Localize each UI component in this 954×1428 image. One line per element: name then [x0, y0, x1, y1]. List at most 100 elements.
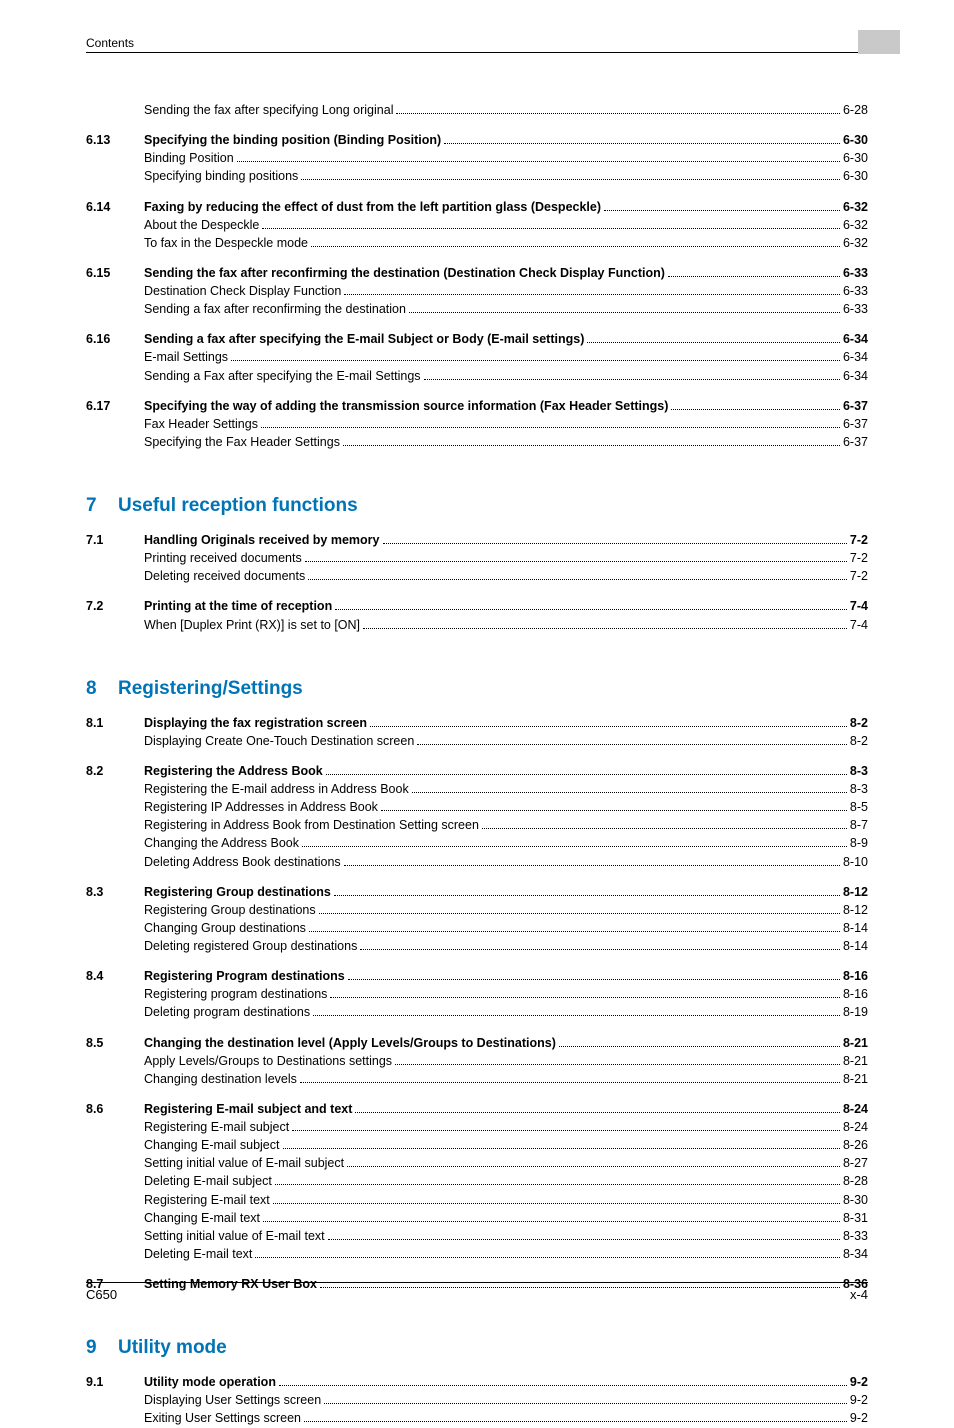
- toc-entry-page: 8-16: [843, 967, 868, 985]
- toc-entry-lvl2: 6.14Faxing by reducing the effect of dus…: [86, 198, 868, 216]
- toc-leader: [559, 1036, 840, 1047]
- toc-entry-page: 8-10: [843, 853, 868, 871]
- toc-block: 6.16Sending a fax after specifying the E…: [86, 330, 868, 384]
- toc-entry-page: 8-24: [843, 1100, 868, 1118]
- toc-leader: [308, 570, 847, 581]
- toc-entry-lvl3: Registering Group destinations 8-12: [86, 901, 868, 919]
- toc-entry-label: Changing the destination level (Apply Le…: [144, 1034, 556, 1052]
- toc-entry-label: Specifying the Fax Header Settings: [144, 433, 340, 451]
- toc-entry-lvl3: Deleting Address Book destinations 8-10: [86, 853, 868, 871]
- toc-entry-label: Registering E-mail subject: [144, 1118, 289, 1136]
- toc-entry-lvl3: Changing destination levels 8-21: [86, 1070, 868, 1088]
- toc-entry-label: Utility mode operation: [144, 1373, 276, 1391]
- toc-leader: [231, 351, 840, 362]
- toc-section-title: Utility mode: [118, 1337, 227, 1358]
- toc-leader: [328, 1229, 840, 1240]
- toc-entry-page: 7-2: [850, 567, 868, 585]
- toc-entry-page: 8-12: [843, 901, 868, 919]
- toc-leader: [275, 1175, 840, 1186]
- toc-entry-number: 8.1: [86, 714, 144, 732]
- toc-entry-lvl2: 6.15Sending the fax after reconfirming t…: [86, 264, 868, 282]
- toc-entry-page: 8-14: [843, 919, 868, 937]
- toc-entry-page: 8-3: [850, 762, 868, 780]
- toc-section-number: 8: [86, 678, 118, 700]
- toc-entry-label: Displaying Create One-Touch Destination …: [144, 732, 414, 750]
- page-header: Contents: [86, 36, 868, 53]
- toc-leader: [604, 200, 840, 211]
- toc-leader: [262, 218, 840, 229]
- toc-entry-lvl3: Deleting E-mail subject 8-28: [86, 1172, 868, 1190]
- toc-entry-label: Registering E-mail subject and text: [144, 1100, 352, 1118]
- toc-block: 8.1Displaying the fax registration scree…: [86, 714, 868, 750]
- toc-entry-label: Registering the Address Book: [144, 762, 323, 780]
- toc-entry-lvl3: Specifying binding positions 6-30: [86, 167, 868, 185]
- toc-leader: [417, 734, 847, 745]
- toc-entry-page: 6-30: [843, 131, 868, 149]
- toc-entry-label: Changing E-mail text: [144, 1209, 260, 1227]
- toc-block: 6.13Specifying the binding position (Bin…: [86, 131, 868, 185]
- toc-entry-lvl3: Changing E-mail text 8-31: [86, 1209, 868, 1227]
- toc-entry-lvl3: Sending a fax after reconfirming the des…: [86, 300, 868, 318]
- toc-entry-label: Deleting E-mail text: [144, 1245, 252, 1263]
- toc-section-number: 9: [86, 1337, 118, 1359]
- toc-leader: [347, 1157, 840, 1168]
- toc-entry-label: When [Duplex Print (RX)] is set to [ON]: [144, 616, 360, 634]
- toc-entry-label: Displaying the fax registration screen: [144, 714, 367, 732]
- toc-entry-lvl3: Deleting program destinations 8-19: [86, 1003, 868, 1021]
- toc-entry-label: Sending the fax after reconfirming the d…: [144, 264, 665, 282]
- toc-entry-number: 8.2: [86, 762, 144, 780]
- toc-entry-label: Registering Group destinations: [144, 883, 331, 901]
- toc-entry-number: 8.4: [86, 967, 144, 985]
- toc-entry-lvl2: 8.2Registering the Address Book 8-3: [86, 762, 868, 780]
- toc-entry-lvl3: To fax in the Despeckle mode 6-32: [86, 234, 868, 252]
- toc-entry-page: 6-32: [843, 216, 868, 234]
- toc-entry-number: 8.3: [86, 883, 144, 901]
- toc-entry-number: 8.5: [86, 1034, 144, 1052]
- toc-section-number: 7: [86, 495, 118, 517]
- toc-entry-lvl3: Deleting registered Group destinations 8…: [86, 937, 868, 955]
- toc-entry-label: Sending the fax after specifying Long or…: [144, 101, 393, 119]
- toc-entry-lvl3: Changing Group destinations 8-14: [86, 919, 868, 937]
- toc-leader: [343, 435, 840, 446]
- toc-entry-label: Registering E-mail text: [144, 1191, 270, 1209]
- toc-entry-lvl3: Registering program destinations 8-16: [86, 985, 868, 1003]
- toc-entry-number: 7.2: [86, 597, 144, 615]
- toc-block: 8.6Registering E-mail subject and text 8…: [86, 1100, 868, 1263]
- toc-entry-lvl3: When [Duplex Print (RX)] is set to [ON] …: [86, 616, 868, 634]
- toc-block: 6.17Specifying the way of adding the tra…: [86, 397, 868, 451]
- page-footer: C650 x-4: [86, 1282, 868, 1302]
- toc-entry-label: Specifying binding positions: [144, 167, 298, 185]
- toc-entry-page: 8-14: [843, 937, 868, 955]
- toc-leader: [370, 716, 847, 727]
- toc-entry-lvl3: Registering IP Addresses in Address Book…: [86, 798, 868, 816]
- toc-leader: [344, 855, 840, 866]
- toc-entry-page: 6-30: [843, 167, 868, 185]
- toc-entry-label: Registering in Address Book from Destina…: [144, 816, 479, 834]
- toc-entry-lvl3: Registering E-mail text 8-30: [86, 1191, 868, 1209]
- toc-entry-lvl2: 8.6Registering E-mail subject and text 8…: [86, 1100, 868, 1118]
- toc-entry-lvl3: Sending a Fax after specifying the E-mai…: [86, 367, 868, 385]
- toc-entry-label: Exiting User Settings screen: [144, 1409, 301, 1427]
- toc-entry-number: 9.1: [86, 1373, 144, 1391]
- toc-entry-label: Specifying the way of adding the transmi…: [144, 397, 668, 415]
- toc-entry-number: 8.6: [86, 1100, 144, 1118]
- toc-entry-number: 6.17: [86, 397, 144, 415]
- toc-entry-label: Faxing by reducing the effect of dust fr…: [144, 198, 601, 216]
- toc-leader: [255, 1247, 840, 1258]
- toc-entry-label: Changing Group destinations: [144, 919, 306, 937]
- toc-leader: [302, 837, 847, 848]
- toc-entry-label: Registering the E-mail address in Addres…: [144, 780, 409, 798]
- toc-entry-page: 7-4: [850, 616, 868, 634]
- toc-entry-page: 7-2: [850, 531, 868, 549]
- toc-leader: [311, 236, 840, 247]
- toc-entry-page: 8-3: [850, 780, 868, 798]
- toc-entry-label: About the Despeckle: [144, 216, 259, 234]
- toc-entry-page: 8-21: [843, 1034, 868, 1052]
- toc-entry-page: 6-33: [843, 282, 868, 300]
- toc-leader: [279, 1376, 847, 1387]
- page: Contents Sending the fax after specifyin…: [0, 0, 954, 1350]
- toc-leader: [671, 399, 840, 410]
- toc-block: 8.2Registering the Address Book 8-3Regis…: [86, 762, 868, 871]
- footer-left: C650: [86, 1287, 117, 1302]
- toc-leader: [424, 369, 840, 380]
